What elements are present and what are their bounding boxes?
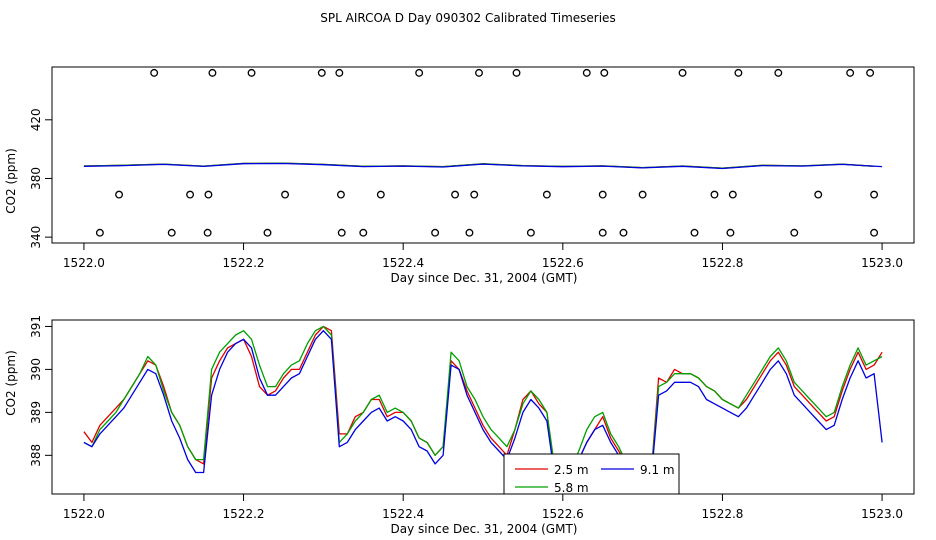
marker-point-low <box>870 228 879 237</box>
marker-point-low <box>337 228 346 237</box>
bottom-panel: 1522.0 1522.2 1522.4 1522.6 1522.8 1523.0 388… <box>4 315 915 536</box>
top-x-axis-label: Day since Dec. 31, 2004 (GMT) <box>391 271 578 285</box>
bottom-y-axis-label: CO2 (ppm) <box>4 350 18 416</box>
bottom-y-tick-label: 388 <box>29 444 43 467</box>
marker-point-low <box>359 228 368 237</box>
legend-label-5.8m: 5.8 m <box>554 481 589 495</box>
bottom-x-tick-label: 1522.0 <box>63 507 105 521</box>
marker-point-high <box>678 68 687 77</box>
marker-point-mid <box>638 190 647 199</box>
top-y-tick-label: 340 <box>29 226 43 249</box>
bottom-x-tick-label: 1522.2 <box>223 507 265 521</box>
marker-point-mid <box>336 190 345 199</box>
marker-point-mid <box>451 190 460 199</box>
bottom-x-tick-label: 1522.8 <box>701 507 743 521</box>
marker-point-mid <box>870 190 879 199</box>
marker-point-low <box>263 228 272 237</box>
marker-point-high <box>208 68 217 77</box>
marker-point-high <box>317 68 326 77</box>
top-panel: 1522.0 1522.2 1522.4 1522.6 1522.8 1523.0 340… <box>4 66 915 285</box>
marker-point-high <box>600 68 609 77</box>
marker-point-low <box>526 228 535 237</box>
marker-point-mid <box>470 190 479 199</box>
top-x-tick-label: 1522.8 <box>701 256 743 270</box>
marker-point-high <box>866 68 875 77</box>
marker-point-mid <box>376 190 385 199</box>
marker-point-low <box>790 228 799 237</box>
bottom-y-tick-label: 389 <box>29 401 43 424</box>
top-x-tick-label: 1522.0 <box>63 256 105 270</box>
top-y-tick-label: 380 <box>29 167 43 190</box>
marker-point-mid <box>542 190 551 199</box>
marker-point-mid <box>115 190 123 199</box>
top-plot-frame <box>51 66 915 244</box>
marker-point-mid <box>281 190 290 199</box>
marker-point-high <box>247 68 256 77</box>
top-y-tick-label: 420 <box>29 108 43 131</box>
marker-point-low <box>598 228 607 237</box>
marker-point-low <box>465 228 474 237</box>
marker-point-low <box>167 228 176 237</box>
bottom-series-line-5.8m <box>83 325 883 482</box>
marker-point-mid <box>710 190 719 199</box>
bottom-x-tick-label: 1522.6 <box>542 507 584 521</box>
bottom-plot-frame <box>51 319 915 495</box>
marker-point-mid <box>728 190 737 199</box>
top-series-lines <box>83 162 883 170</box>
bottom-y-tick-label: 390 <box>29 358 43 381</box>
bottom-y-tick-label: 391 <box>29 315 43 338</box>
marker-point-mid <box>204 190 213 199</box>
bottom-series-line-9.1m <box>83 330 883 487</box>
top-markers <box>95 68 879 237</box>
top-y-axis: 340 380 420 <box>29 108 52 249</box>
marker-point-mid <box>814 190 823 199</box>
marker-point-low <box>690 228 699 237</box>
marker-point-mid <box>186 190 195 199</box>
bottom-x-tick-label: 1523.0 <box>861 507 903 521</box>
bottom-x-tick-label: 1522.4 <box>382 507 424 521</box>
bottom-x-axis-label: Day since Dec. 31, 2004 (GMT) <box>391 522 578 536</box>
top-y-axis-label: CO2 (ppm) <box>4 148 18 214</box>
top-x-tick-label: 1522.6 <box>542 256 584 270</box>
bottom-series-line-2.5m <box>83 325 883 482</box>
top-x-tick-label: 1523.0 <box>861 256 903 270</box>
marker-point-high <box>846 68 855 77</box>
marker-point-high <box>335 68 344 77</box>
marker-point-high <box>475 68 483 77</box>
marker-point-high <box>512 68 521 77</box>
marker-point-low <box>431 228 440 237</box>
chart-title: SPL AIRCOA D Day 090302 Calibrated Times… <box>320 11 615 25</box>
legend-label-2.5m: 2.5 m <box>554 463 589 477</box>
marker-point-high <box>582 68 591 77</box>
bottom-x-axis: 1522.0 1522.2 1522.4 1522.6 1522.8 1523.0 <box>63 494 903 521</box>
marker-point-low <box>619 228 628 237</box>
marker-point-low <box>203 228 212 237</box>
marker-point-low <box>95 228 104 237</box>
top-x-tick-label: 1522.2 <box>223 256 265 270</box>
legend: 2.5 m 9.1 m 5.8 m <box>503 453 680 495</box>
marker-point-high <box>150 68 159 77</box>
top-x-tick-label: 1522.4 <box>382 256 424 270</box>
marker-point-high <box>415 68 424 77</box>
top-x-axis: 1522.0 1522.2 1522.4 1522.6 1522.8 1523.0 <box>63 243 903 270</box>
bottom-series-lines <box>83 325 883 487</box>
legend-label-9.1m: 9.1 m <box>640 463 675 477</box>
marker-point-high <box>774 68 783 77</box>
bottom-y-axis: 388 389 390 391 <box>29 315 52 467</box>
top-series-line-9.1m <box>83 162 883 170</box>
marker-point-mid <box>598 190 607 199</box>
marker-point-low <box>726 228 735 237</box>
marker-point-high <box>734 68 743 77</box>
